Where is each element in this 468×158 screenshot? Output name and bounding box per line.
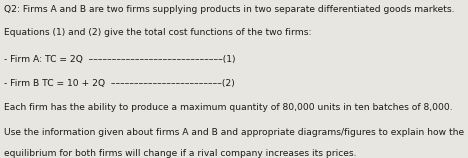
Text: - Firm B TC = 10 + 2Q  ––––––––––––––––––––––––(2): - Firm B TC = 10 + 2Q ––––––––––––––––––… [4,79,234,88]
Text: - Firm A: TC = 2Q  –––––––––––––––––––––––––––––(1): - Firm A: TC = 2Q ––––––––––––––––––––––… [4,55,235,64]
Text: Equations (1) and (2) give the total cost functions of the two firms:: Equations (1) and (2) give the total cos… [4,28,311,37]
Text: Each firm has the ability to produce a maximum quantity of 80,000 units in ten b: Each firm has the ability to produce a m… [4,103,453,112]
Text: Use the information given about firms A and B and appropriate diagrams/figures t: Use the information given about firms A … [4,128,464,137]
Text: Q2: Firms A and B are two firms supplying products in two separate differentiate: Q2: Firms A and B are two firms supplyin… [4,5,454,14]
Text: equilibrium for both firms will change if a rival company increases its prices.: equilibrium for both firms will change i… [4,149,356,158]
